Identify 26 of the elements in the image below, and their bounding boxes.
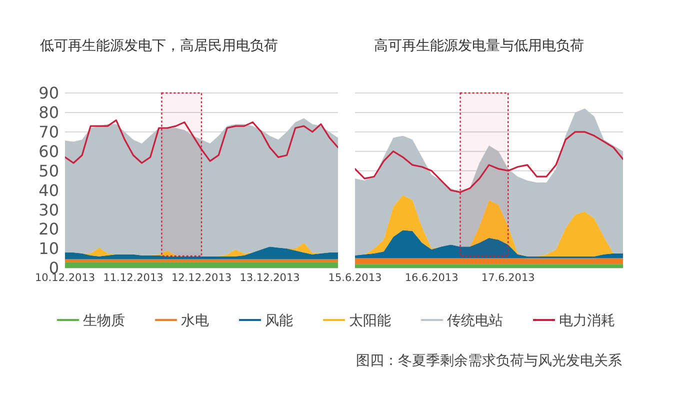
y-tick-label: 20 — [38, 220, 59, 239]
y-tick-label: 60 — [38, 142, 59, 161]
y-tick-label: 10 — [38, 239, 59, 258]
legend-label: 传统电站 — [447, 312, 503, 329]
y-tick-label: 90 — [38, 84, 59, 103]
legend-label: 水电 — [181, 312, 209, 329]
y-tick-label: 30 — [38, 200, 59, 220]
y-tick-label: 40 — [38, 180, 59, 200]
legend-label: 电力消耗 — [559, 312, 615, 329]
legend-label: 生物质 — [83, 312, 125, 329]
x-tick-label: 11.12.2013 — [103, 272, 164, 284]
y-tick-label: 50 — [38, 161, 59, 180]
x-tick-label: 10.12.2013 — [34, 272, 96, 284]
x-tick-label: 15.6.2013 — [328, 272, 382, 284]
line-series — [65, 119, 338, 164]
chart-title: 高可再生能源发电量与低用电负荷 — [374, 38, 584, 54]
legend-label: 风能 — [265, 312, 293, 329]
x-tick-label: 16.6.2013 — [404, 272, 458, 284]
y-tick-label: 80 — [38, 103, 59, 122]
chart-title: 低可再生能源发电下，高居民用电负荷 — [40, 38, 278, 54]
x-tick-label: 17.6.2013 — [481, 272, 535, 284]
x-tick-label: 12.12.2013 — [171, 272, 232, 284]
x-tick-label: 13.12.2013 — [240, 272, 300, 284]
legend-label: 太阳能 — [349, 312, 391, 329]
text: 图四：冬夏季剩余需求负荷与风光发电关系 — [356, 353, 622, 369]
y-tick-label: 70 — [38, 122, 59, 142]
